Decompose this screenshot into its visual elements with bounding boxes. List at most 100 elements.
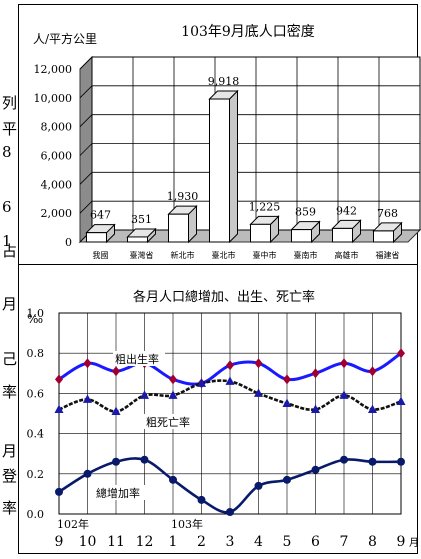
y-tick-label: 0.6 [27, 387, 45, 400]
y-tick-label: 2,000 [41, 207, 73, 220]
left-margin-glyph: 月 [2, 442, 18, 460]
y-tick-label: 0.4 [27, 428, 45, 441]
data-point [254, 481, 263, 490]
data-point [83, 394, 92, 403]
y-tick-label: 0.2 [27, 468, 45, 481]
bar-value-label: 1,225 [249, 200, 281, 213]
x-tick-label: 12 [136, 534, 154, 550]
bar-value-label: 859 [295, 206, 316, 219]
series-label-bg [94, 485, 146, 500]
data-point [368, 366, 377, 377]
series-label: 總增加率 [96, 486, 140, 500]
data-point [140, 390, 149, 399]
y-tick-label: 4,000 [41, 178, 73, 191]
gridline-wall [79, 56, 93, 70]
data-point [254, 388, 263, 397]
x-tick-label: 5 [283, 534, 292, 550]
left-margin-glyph: 1 [2, 232, 12, 250]
data-point [397, 457, 405, 466]
gridline-wall [79, 143, 93, 156]
bar-value-label: 9,918 [208, 75, 240, 88]
bar-我國 [85, 223, 116, 244]
data-point [111, 406, 121, 415]
left-margin-glyph: 率 [2, 383, 18, 401]
series-粗死亡率 [54, 376, 406, 415]
bar-新北市 [167, 204, 198, 244]
data-point [311, 368, 320, 379]
data-point [197, 495, 206, 504]
x-tick-label: 臺中市 [253, 250, 277, 260]
x-tick-label: 新北市 [171, 250, 195, 260]
data-point [226, 360, 234, 371]
gridline-wall [79, 114, 93, 127]
bar-臺南市 [290, 220, 321, 244]
bar-value-label: 1,930 [167, 190, 199, 203]
left-margin-glyph: 月 [2, 295, 18, 313]
data-point [112, 366, 120, 377]
x-tick-label: 1 [169, 534, 178, 550]
x-tick-label: 3 [226, 534, 235, 550]
gridline-wall [79, 172, 93, 185]
bar-front [373, 230, 394, 243]
data-point [254, 358, 263, 369]
data-point [168, 390, 178, 399]
x-tick-label: 7 [340, 534, 349, 550]
left-margin-glyph: 6 [2, 198, 12, 216]
x-tick-label: 9 [55, 534, 64, 550]
y-tick-label: 8,000 [41, 121, 73, 134]
x-tick-label: 高雄市 [335, 250, 359, 260]
x-tick-label: 臺灣省 [130, 250, 154, 260]
data-point [54, 404, 64, 413]
x-tick-label: 4 [254, 534, 263, 550]
data-point [83, 358, 92, 369]
bar-臺中市 [249, 215, 280, 244]
bar-臺北市 [208, 89, 239, 244]
left-margin-glyph: 率 [2, 499, 18, 517]
x-tick-label: 福建省 [376, 250, 400, 260]
data-point [226, 507, 234, 516]
gridline-wall [79, 200, 93, 214]
bar-front [291, 229, 312, 243]
data-point [55, 487, 63, 496]
x-tick-label: 6 [311, 534, 320, 550]
y-tick-label: 10,000 [34, 92, 73, 105]
year-label: 103年 [171, 517, 203, 531]
series-label: 粗出生率 [115, 352, 159, 366]
data-point [169, 374, 177, 385]
data-point [83, 469, 92, 478]
data-point [396, 396, 406, 405]
data-point [282, 398, 292, 407]
data-point [368, 404, 377, 413]
x-tick-label: 2 [197, 534, 206, 550]
gridline-wall [79, 85, 93, 99]
bar-value-label: 942 [336, 204, 357, 217]
data-point [340, 358, 348, 369]
series-label: 粗死亡率 [146, 415, 190, 429]
left-margin-glyph: 登 [2, 467, 18, 485]
left-margin-glyph: 8 [2, 143, 12, 161]
series-總增加率 [55, 455, 405, 516]
bar-front [250, 223, 271, 243]
y-tick-label: 0.0 [27, 508, 45, 521]
data-point [339, 390, 349, 399]
data-point [112, 457, 120, 466]
x-tick-label: 10 [79, 534, 97, 550]
bar-value-label: 351 [131, 213, 152, 226]
data-point [55, 374, 63, 385]
x-tick-label: 我國 [93, 250, 109, 260]
y-axis-label: 人/平方公里 [33, 31, 97, 46]
x-axis-label: 月 [409, 537, 419, 549]
y-tick-label: 0.8 [27, 347, 45, 360]
data-point [340, 455, 348, 464]
y-tick-label: 12,000 [34, 63, 73, 76]
year-label: 102年 [57, 517, 89, 531]
bar-front [332, 227, 353, 243]
y-tick-label: 1.0 [27, 307, 45, 320]
left-margin-glyph: 平 [2, 120, 18, 138]
left-margin-glyph: 己 [2, 350, 18, 368]
y-tick-label: 0 [65, 236, 72, 249]
y-axis-label: ‰ [27, 312, 43, 326]
data-point [140, 455, 149, 464]
